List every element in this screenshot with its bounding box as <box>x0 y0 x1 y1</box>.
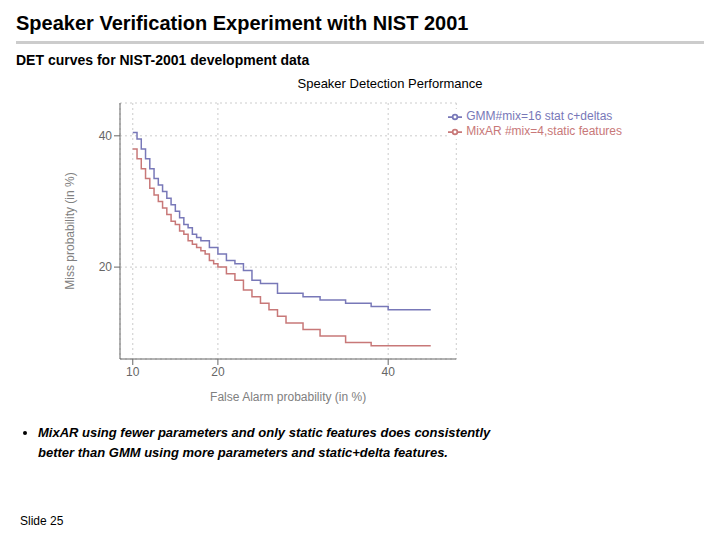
svg-text:20: 20 <box>99 260 113 274</box>
html-text:MixAR #mix=4,static features: MixAR #mix=4,static features <box>466 123 622 138</box>
svg-text:20: 20 <box>211 365 225 379</box>
svg-text:40: 40 <box>99 129 113 143</box>
svg-text:40: 40 <box>381 365 395 379</box>
svg-text:10: 10 <box>126 365 140 379</box>
html-text:MixAR using fewer parameters a: MixAR using fewer parameters and only st… <box>38 425 491 440</box>
html-text:Speaker Detection Performance: Speaker Detection Performance <box>297 76 483 91</box>
svg-text:Miss probability (in %): Miss probability (in %) <box>63 172 77 289</box>
html-text:DET curves for NIST-2001 devel: DET curves for NIST-2001 development dat… <box>16 52 310 68</box>
html-text:Slide 25: Slide 25 <box>20 514 64 528</box>
html-text:better than GMM using more par: better than GMM using more parameters an… <box>38 445 448 460</box>
html-text:Speaker Verification Experimen: Speaker Verification Experiment with NIS… <box>16 12 469 34</box>
svg-text:False Alarm probability (in %): False Alarm probability (in %) <box>210 390 366 404</box>
html-text:GMM#mix=16 stat c+deltas: GMM#mix=16 stat c+deltas <box>466 109 613 123</box>
